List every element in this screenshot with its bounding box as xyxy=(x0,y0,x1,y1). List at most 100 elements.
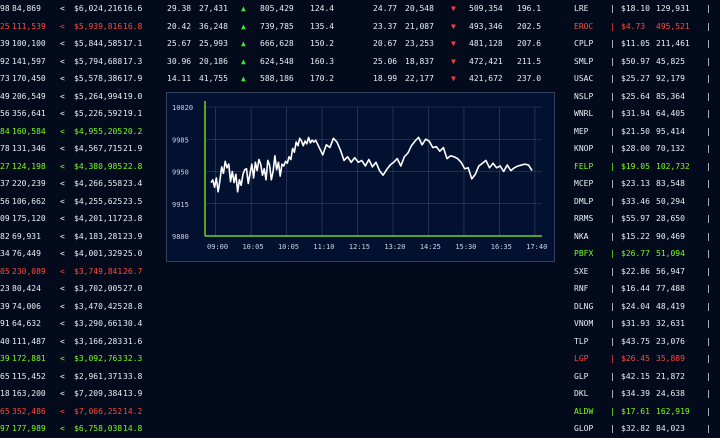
ticker-change: 73 xyxy=(0,74,10,83)
ticker-volume: 90,469 xyxy=(656,231,685,241)
ticker-price: $11.05 xyxy=(621,39,650,48)
right-ticker-row: MEP | $21.50 95,414 | xyxy=(566,123,720,141)
ticker-change: 27 xyxy=(0,161,10,171)
ticker-change: 65 xyxy=(0,406,10,416)
ticker-ratio: 17.1 xyxy=(123,39,143,48)
ticker-price: $25.27 xyxy=(621,74,650,83)
ticker-separator: | xyxy=(610,39,615,48)
left-ticker-row: 78 131,346 < $4,567,715 21.9 xyxy=(0,140,172,158)
ticker-separator: | xyxy=(610,91,615,101)
ticker-ratio: 16.6 xyxy=(123,4,143,13)
ticker-marker: < xyxy=(60,371,65,381)
ticker-price: $22.86 xyxy=(621,266,650,276)
left-ticker-row: 65 115,452 < $2,961,371 33.8 xyxy=(0,368,172,386)
ticker-volume: 805,429 xyxy=(260,4,294,13)
ticker-value: $6,024,216 xyxy=(74,4,123,13)
ticker-separator: | xyxy=(610,56,615,66)
ticker-price: $34.39 xyxy=(621,389,650,398)
ticker-ratio: 23.9 xyxy=(123,231,143,241)
ticker-price: $4.73 xyxy=(621,21,646,31)
x-tick-label: 09:00 xyxy=(207,243,228,251)
right-ticker-row: TLP | $43.75 23,076 | xyxy=(566,333,720,351)
ticker-volume: 51,094 xyxy=(656,249,685,258)
ticker-separator: | xyxy=(610,214,615,223)
up-arrow-icon: ▲ xyxy=(241,4,246,13)
right-ticker-row: GLP | $42.15 21,872 | xyxy=(566,368,720,386)
ticker-change: 39 xyxy=(0,301,10,311)
ticker-ratio: 19.1 xyxy=(123,109,143,118)
ticker-value: $3,092,763 xyxy=(74,354,123,363)
ticker-marker: < xyxy=(60,109,65,118)
left-ticker-row: 65 352,486 < $7,066,252 14.2 xyxy=(0,403,172,421)
down-arrow-icon: ▼ xyxy=(451,74,456,83)
ticker-volume: 21,872 xyxy=(656,371,685,381)
ticker-price: 20.42 xyxy=(167,21,192,31)
up-arrow-icon: ▲ xyxy=(241,74,246,83)
ticker-symbol: LRE xyxy=(574,4,589,13)
ticker-volume: 20,186 xyxy=(199,56,228,66)
ticker-value: $4,955,205 xyxy=(74,126,123,136)
ticker-volume: 172,881 xyxy=(12,354,46,363)
ticker-separator: | xyxy=(610,266,615,276)
ticker-marker: < xyxy=(60,196,65,206)
middle-ticker-row: 29.38 27,431 ▲ 805,429 124.4 24.77 20,548 ▼ 509,… xyxy=(166,0,553,18)
down-arrow-icon: ▼ xyxy=(451,4,456,13)
right-ticker-row: EROC | $4.73 495,521 | xyxy=(566,18,720,36)
ticker-value: $4,001,329 xyxy=(74,249,123,258)
right-ticker-row: RRMS | $55.97 28,650 | xyxy=(566,210,720,228)
right-ticker-row: NKA | $15.22 90,469 | xyxy=(566,228,720,246)
ticker-price: $31.94 xyxy=(621,109,650,118)
ticker-marker: < xyxy=(60,406,65,416)
ticker-price: 23.37 xyxy=(373,21,398,31)
x-tick-label: 14:25 xyxy=(420,243,441,251)
up-arrow-icon: ▲ xyxy=(241,56,246,66)
ticker-change: 97 xyxy=(0,424,10,433)
ticker-separator: | xyxy=(706,389,711,398)
left-ticker-row: 84 160,584 < $4,955,205 20.2 xyxy=(0,123,172,141)
ticker-symbol: USAC xyxy=(574,74,594,83)
ticker-volume: 115,452 xyxy=(12,371,46,381)
ticker-ratio: 33.8 xyxy=(123,371,143,381)
ticker-volume: 80,424 xyxy=(12,284,41,293)
ticker-marker: < xyxy=(60,144,65,153)
ticker-ratio: 14.8 xyxy=(123,424,143,433)
ticker-volume: 50,294 xyxy=(656,196,685,206)
ticker-symbol: SXE xyxy=(574,266,589,276)
ticker-volume: 28,650 xyxy=(656,214,685,223)
ticker-volume: 100,100 xyxy=(12,39,46,48)
ticker-separator: | xyxy=(706,266,711,276)
ticker-symbol: GLOP xyxy=(574,424,594,433)
ticker-price: 30.96 xyxy=(167,56,192,66)
ticker-symbol: DMLP xyxy=(574,196,594,206)
right-ticker-row: LRE | $18.10 129,931 | xyxy=(566,0,720,18)
ticker-separator: | xyxy=(610,144,615,153)
right-ticker-row: VNOM | $31.93 32,631 | xyxy=(566,315,720,333)
ticker-price: 20.67 xyxy=(373,39,398,48)
ticker-change: 91 xyxy=(0,319,10,328)
ticker-price: $23.13 xyxy=(621,179,650,188)
ticker-value: 211.5 xyxy=(517,56,542,66)
right-ticker-row: SXE | $22.86 56,947 | xyxy=(566,263,720,281)
x-tick-label: 10:05 xyxy=(278,243,299,251)
ticker-price: 14.11 xyxy=(167,74,192,83)
x-tick-label: 15:30 xyxy=(455,243,476,251)
ticker-separator: | xyxy=(610,161,615,171)
ticker-separator: | xyxy=(610,179,615,188)
ticker-volume: 18,837 xyxy=(405,56,434,66)
ticker-symbol: WNRL xyxy=(574,109,594,118)
ticker-volume: 160,584 xyxy=(12,126,46,136)
left-ticker-row: 73 170,450 < $5,578,386 17.9 xyxy=(0,70,172,88)
ticker-separator: | xyxy=(706,126,711,136)
ticker-volume: 356,641 xyxy=(12,109,46,118)
ticker-value: $5,939,816 xyxy=(74,21,123,31)
left-ticker-row: 40 111,487 < $3,166,283 31.6 xyxy=(0,333,172,351)
ticker-separator: | xyxy=(706,301,711,311)
ticker-ratio: 16.8 xyxy=(123,21,143,31)
ticker-symbol: SMLP xyxy=(574,56,594,66)
ticker-marker: < xyxy=(60,91,65,101)
ticker-price: 29.38 xyxy=(167,4,192,13)
ticker-symbol: VNOM xyxy=(574,319,594,328)
ticker-price: $42.15 xyxy=(621,371,650,381)
ticker-change: 25 xyxy=(0,21,10,31)
ticker-volume: 211,461 xyxy=(656,39,690,48)
